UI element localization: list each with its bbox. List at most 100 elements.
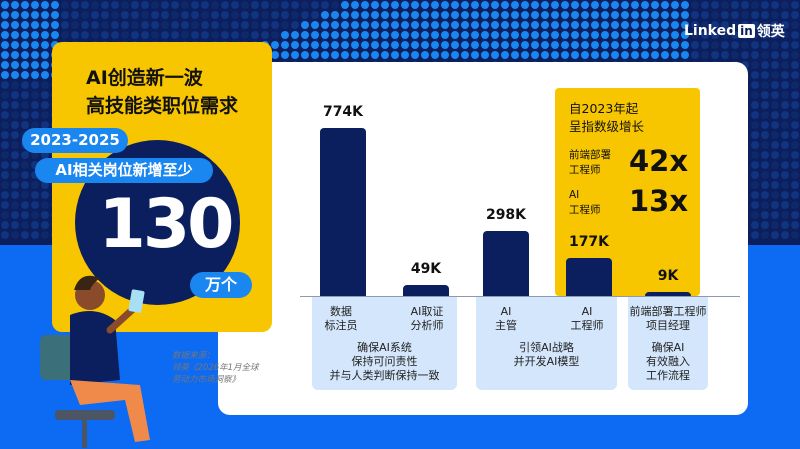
pattern-dot — [271, 11, 279, 19]
pattern-dot — [91, 1, 99, 9]
pattern-dot — [711, 51, 719, 59]
pattern-dot — [41, 11, 49, 19]
pattern-dot — [341, 21, 349, 29]
pattern-dot — [321, 21, 329, 29]
pattern-dot — [771, 141, 779, 149]
pattern-dot — [441, 21, 449, 29]
pattern-dot — [771, 21, 779, 29]
pattern-dot — [21, 231, 29, 239]
pattern-dot — [551, 21, 559, 29]
pattern-dot — [781, 141, 789, 149]
pattern-dot — [1, 131, 9, 139]
pattern-dot — [731, 41, 739, 49]
pattern-dot — [791, 161, 799, 169]
pattern-dot — [751, 81, 759, 89]
pattern-dot — [571, 41, 579, 49]
pattern-dot — [41, 21, 49, 29]
pattern-dot — [761, 91, 769, 99]
pattern-dot — [781, 41, 789, 49]
pattern-dot — [11, 121, 19, 129]
pattern-dot — [751, 41, 759, 49]
pattern-dot — [381, 51, 389, 59]
group-box: 数据 标注员 AI取证 分析师 确保AI系统 保持可问责性 并与人类判断保持一致 — [312, 297, 457, 390]
pattern-dot — [731, 21, 739, 29]
pattern-dot — [791, 181, 799, 189]
pattern-dot — [731, 1, 739, 9]
pattern-dot — [771, 231, 779, 239]
pattern-dot — [271, 21, 279, 29]
pattern-dot — [331, 31, 339, 39]
pattern-dot — [771, 91, 779, 99]
pattern-dot — [471, 31, 479, 39]
pattern-dot — [791, 111, 799, 119]
subtitle-pill: AI相关岗位新增至少 — [35, 158, 213, 183]
pattern-dot — [481, 1, 489, 9]
logo-text: Linked — [684, 23, 737, 39]
pattern-dot — [711, 41, 719, 49]
pattern-dot — [631, 31, 639, 39]
pattern-dot — [481, 41, 489, 49]
pattern-dot — [741, 51, 749, 59]
pattern-dot — [621, 51, 629, 59]
pattern-dot — [71, 31, 79, 39]
pattern-dot — [621, 11, 629, 19]
pattern-dot — [661, 41, 669, 49]
pattern-dot — [461, 41, 469, 49]
pattern-dot — [41, 101, 49, 109]
pattern-dot — [381, 11, 389, 19]
bar — [403, 285, 449, 296]
pattern-dot — [751, 131, 759, 139]
pattern-dot — [661, 1, 669, 9]
pattern-dot — [31, 81, 39, 89]
pattern-dot — [681, 31, 689, 39]
pattern-dot — [591, 31, 599, 39]
pattern-dot — [111, 31, 119, 39]
pattern-dot — [681, 51, 689, 59]
pattern-dot — [761, 81, 769, 89]
pattern-dot — [81, 11, 89, 19]
pattern-dot — [321, 41, 329, 49]
pattern-dot — [491, 21, 499, 29]
pattern-dot — [1, 121, 9, 129]
pattern-dot — [201, 21, 209, 29]
pattern-dot — [211, 1, 219, 9]
pattern-dot — [31, 71, 39, 79]
pattern-dot — [71, 1, 79, 9]
pattern-dot — [11, 21, 19, 29]
pattern-dot — [221, 21, 229, 29]
pattern-dot — [151, 11, 159, 19]
pattern-dot — [791, 21, 799, 29]
pattern-dot — [281, 31, 289, 39]
pattern-dot — [21, 111, 29, 119]
period-pill: 2023-2025 — [22, 128, 128, 153]
pattern-dot — [61, 21, 69, 29]
group-box: 前端部署工程师 项目经理 确保AI 有效融入 工作流程 — [628, 297, 708, 390]
pattern-dot — [771, 191, 779, 199]
pattern-dot — [351, 1, 359, 9]
pattern-dot — [191, 21, 199, 29]
pattern-dot — [221, 11, 229, 19]
pattern-dot — [51, 11, 59, 19]
pattern-dot — [1, 141, 9, 149]
pattern-dot — [1, 91, 9, 99]
pattern-dot — [741, 1, 749, 9]
pattern-dot — [501, 31, 509, 39]
pattern-dot — [611, 41, 619, 49]
pattern-dot — [421, 1, 429, 9]
pattern-dot — [741, 41, 749, 49]
pattern-dot — [521, 41, 529, 49]
pattern-dot — [531, 1, 539, 9]
category-label: AI 工程师 — [570, 305, 604, 332]
pattern-dot — [121, 21, 129, 29]
pattern-dot — [501, 41, 509, 49]
bar-data-label: 177K — [568, 233, 610, 250]
pattern-dot — [81, 31, 89, 39]
pattern-dot — [791, 31, 799, 39]
pattern-dot — [691, 31, 699, 39]
pattern-dot — [771, 221, 779, 229]
pattern-dot — [751, 101, 759, 109]
pattern-dot — [511, 1, 519, 9]
pattern-dot — [441, 51, 449, 59]
pattern-dot — [51, 21, 59, 29]
pattern-dot — [491, 11, 499, 19]
